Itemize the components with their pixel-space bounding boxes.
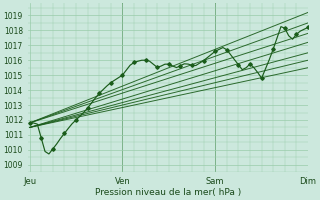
X-axis label: Pression niveau de la mer( hPa ): Pression niveau de la mer( hPa ) — [95, 188, 241, 197]
